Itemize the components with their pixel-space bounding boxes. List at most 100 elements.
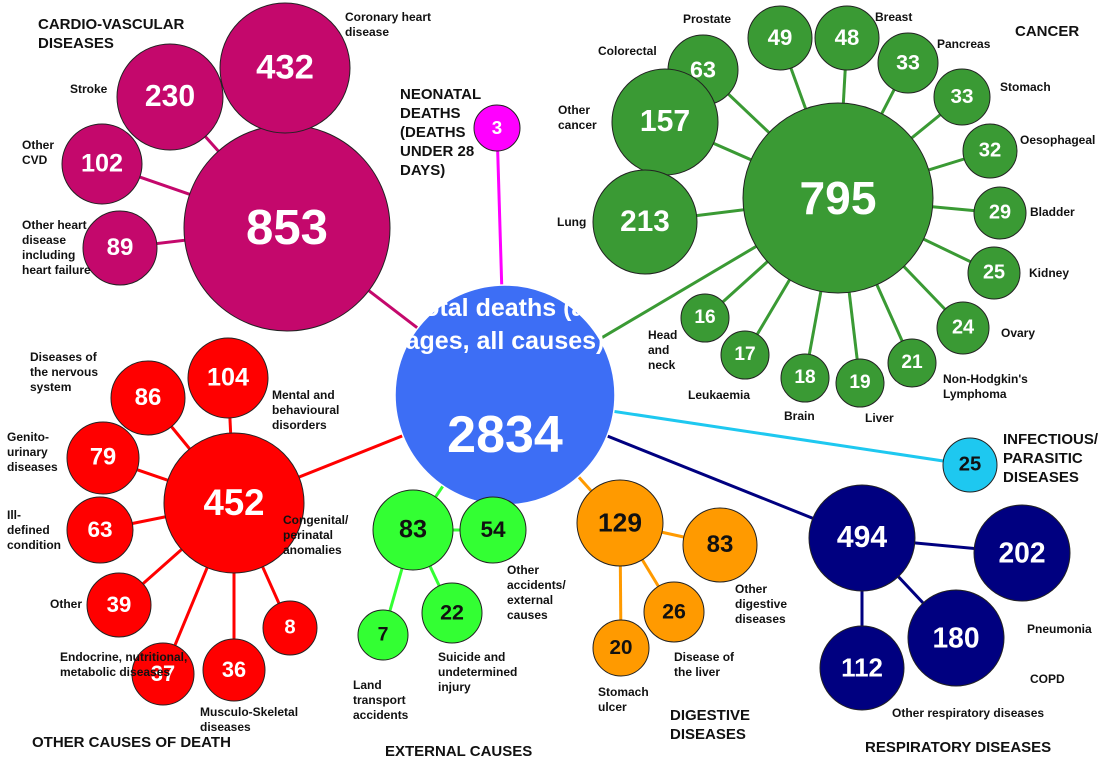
- item-value: 8: [284, 616, 296, 639]
- item-circle: [933, 68, 991, 126]
- item-value: 49: [767, 25, 793, 50]
- item-circle: [936, 301, 990, 355]
- item-value: 213: [620, 205, 670, 238]
- item-label: Oesophageal: [1020, 133, 1096, 147]
- item-circle: [592, 619, 650, 677]
- group-circle: [372, 489, 454, 571]
- item-value: 36: [221, 657, 247, 682]
- item-circle: [877, 32, 939, 94]
- group-circle: [742, 102, 934, 294]
- group-value: 853: [246, 201, 328, 255]
- item-circle: [187, 337, 269, 419]
- item-label: Brain: [784, 409, 815, 423]
- item-label: Stroke: [70, 82, 108, 96]
- group-name: INFECTIOUS/ PARASITIC DISEASES: [1003, 431, 1099, 486]
- item-value: 102: [80, 149, 124, 178]
- group-name: DIGESTIVE DISEASES: [670, 707, 751, 743]
- group-name: RESPIRATORY DISEASES: [865, 739, 1052, 756]
- group-name: NEONATAL DEATHS (DEATHS UNDER 28 DAYS): [400, 86, 481, 179]
- item-value: 20: [609, 636, 633, 659]
- item-label: Pancreas: [937, 37, 991, 51]
- item-value: 32: [978, 139, 1002, 162]
- group-circle: [942, 437, 998, 493]
- item-value: 63: [87, 517, 113, 542]
- group-circle: [163, 432, 305, 574]
- item-value: 79: [89, 444, 117, 471]
- item-circle: [110, 360, 186, 436]
- item-label: Genito-urinary diseases: [7, 430, 58, 474]
- item-label: Pneumonia: [1027, 622, 1092, 636]
- item-circle: [262, 600, 318, 656]
- item-value: 54: [480, 517, 506, 542]
- item-label: Head and neck: [648, 328, 678, 372]
- group-circle: [576, 479, 664, 567]
- group-value: 494: [836, 521, 888, 554]
- group-value: 25: [958, 453, 982, 476]
- item-circle: [973, 186, 1027, 240]
- item-value: 63: [690, 56, 716, 83]
- item-label: Suicide and undetermined injury: [438, 650, 518, 694]
- group-name: OTHER CAUSES OF DEATH: [32, 734, 231, 751]
- item-value: 112: [841, 652, 883, 683]
- item-circle: [967, 246, 1021, 300]
- item-label: Colorectal: [598, 44, 657, 58]
- item-value: 24: [951, 316, 975, 339]
- group-circle: [808, 484, 916, 592]
- item-label: COPD: [1030, 672, 1065, 686]
- center-label: Total deaths (all ages, all causes): [405, 294, 605, 355]
- item-label: Ill-defined condition: [7, 508, 61, 552]
- group-name: CANCER: [1015, 23, 1080, 40]
- item-value: 89: [106, 234, 134, 261]
- item-circle: [86, 572, 152, 638]
- item-label: Other accidents/ external causes: [507, 563, 566, 622]
- item-label: Other CVD: [22, 138, 55, 167]
- item-circle: [887, 338, 937, 388]
- item-circle: [780, 353, 830, 403]
- item-circle: [680, 293, 730, 343]
- item-value: 26: [662, 599, 686, 624]
- group-value: 83: [398, 515, 428, 544]
- item-label: Breast: [875, 10, 913, 24]
- item-label: Endocrine, nutritional, metabolic diseas…: [60, 650, 188, 679]
- item-circle: [907, 589, 1005, 687]
- item-value: 157: [639, 105, 691, 138]
- item-value: 86: [134, 384, 162, 411]
- item-label: Diseases of the nervous system: [30, 350, 99, 394]
- item-circle: [66, 421, 140, 495]
- item-label: Other: [50, 597, 83, 611]
- item-circle: [421, 582, 483, 644]
- item-value: 180: [932, 621, 980, 654]
- item-label: Kidney: [1029, 266, 1070, 280]
- item-label: Leukaemia: [688, 388, 751, 402]
- group-value: 452: [203, 482, 265, 523]
- item-circle: [202, 638, 266, 702]
- item-circle: [835, 358, 885, 408]
- group-name: CARDIO-VASCULAR DISEASES: [38, 16, 185, 52]
- item-value: 48: [834, 25, 860, 50]
- item-label: Bladder: [1030, 205, 1075, 219]
- group-value: 3: [491, 117, 503, 138]
- item-value: 33: [950, 85, 974, 108]
- item-circle: [82, 210, 158, 286]
- item-value: 21: [901, 352, 923, 373]
- group-circle: [473, 104, 521, 152]
- item-circle: [814, 5, 880, 71]
- item-label: Musculo-Skeletal diseases: [200, 705, 299, 734]
- item-circle: [819, 625, 905, 711]
- item-label: Disease of the liver: [674, 650, 735, 679]
- item-value: 22: [440, 600, 464, 625]
- item-circle: [116, 43, 224, 151]
- item-value: 202: [998, 536, 1046, 569]
- item-value: 432: [256, 48, 314, 87]
- item-value: 29: [988, 201, 1012, 224]
- item-circle: [459, 496, 527, 564]
- item-label: Mental and behavioural disorders: [272, 388, 340, 432]
- item-value: 104: [206, 363, 250, 392]
- item-circle: [973, 504, 1071, 602]
- item-value: 17: [734, 344, 756, 365]
- center-value: 2834: [447, 406, 563, 464]
- item-value: 33: [896, 50, 920, 75]
- item-label: Land transport accidents: [353, 678, 409, 722]
